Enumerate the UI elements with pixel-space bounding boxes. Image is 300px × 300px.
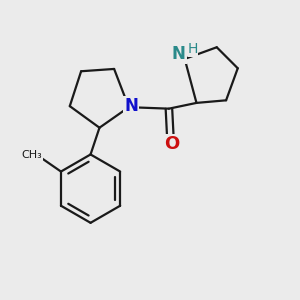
Text: CH₃: CH₃	[22, 150, 43, 160]
Text: O: O	[164, 135, 179, 153]
Text: N: N	[124, 97, 138, 115]
Text: H: H	[188, 42, 198, 56]
Text: N: N	[172, 46, 186, 64]
